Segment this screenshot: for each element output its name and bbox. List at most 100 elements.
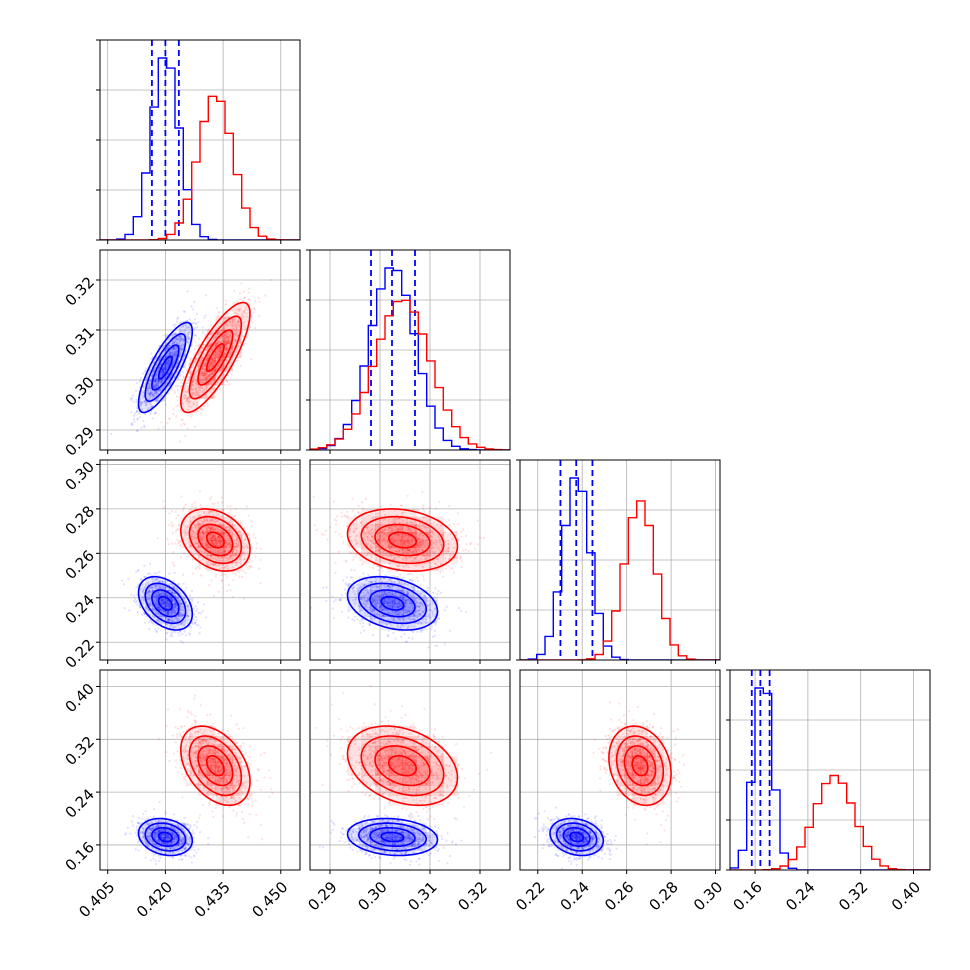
scatter-point	[166, 373, 170, 376]
scatter-point	[136, 418, 139, 421]
scatter-point	[174, 587, 177, 590]
scatter-point	[134, 389, 138, 392]
scatter-point	[192, 613, 196, 616]
scatter-point	[358, 556, 362, 559]
scatter-point	[176, 361, 179, 365]
scatter-point	[176, 388, 179, 391]
scatter-point	[179, 321, 183, 324]
scatter-point	[209, 324, 212, 327]
scatter-point	[181, 339, 184, 343]
scatter-point	[228, 340, 231, 343]
scatter-point	[438, 617, 441, 620]
scatter-point	[223, 334, 226, 337]
density-cell	[198, 371, 208, 386]
scatter-point	[387, 634, 390, 637]
scatter-point	[197, 546, 200, 549]
scatter-point	[158, 592, 161, 596]
scatter-point	[170, 510, 174, 513]
scatter-point	[411, 637, 414, 640]
scatter-point	[157, 594, 160, 597]
scatter-point	[165, 348, 168, 351]
scatter-point	[156, 612, 159, 616]
scatter-point	[136, 430, 139, 433]
scatter-point	[166, 610, 170, 613]
scatter-point	[154, 392, 157, 395]
scatter-point	[257, 297, 260, 300]
scatter-point	[168, 588, 172, 592]
scatter-point	[136, 611, 139, 614]
scatter-point	[173, 375, 176, 378]
scatter-point	[150, 389, 153, 392]
scatter-point	[254, 555, 257, 558]
scatter-point	[193, 622, 196, 625]
scatter-point	[161, 610, 164, 613]
scatter-point	[137, 568, 140, 572]
scatter-point	[411, 580, 414, 583]
scatter-point	[220, 359, 223, 362]
scatter-point	[189, 626, 192, 629]
scatter-point	[188, 364, 191, 367]
scatter-point	[195, 378, 198, 381]
scatter-point	[225, 335, 228, 338]
scatter-point	[144, 621, 147, 624]
scatter-point	[167, 613, 170, 616]
grid	[520, 460, 720, 660]
scatter-point	[377, 568, 380, 572]
scatter-point	[197, 385, 201, 389]
scatter-point	[153, 390, 156, 393]
scatter-point	[416, 579, 420, 582]
scatter-point	[175, 345, 178, 349]
scatter-point	[148, 395, 152, 399]
scatter-point	[196, 565, 199, 569]
scatter-point	[191, 393, 194, 396]
scatter-point	[207, 382, 210, 386]
scatter-point	[174, 353, 177, 356]
scatter-point	[205, 375, 208, 379]
scatter-point	[155, 356, 158, 359]
scatter-point	[154, 357, 158, 360]
density-cell	[145, 401, 153, 413]
scatter-point	[166, 623, 169, 626]
scatter-point	[151, 586, 154, 589]
scatter-point	[457, 606, 461, 610]
scatter-point	[173, 603, 176, 606]
scatter-point	[199, 380, 202, 383]
scatter-point	[172, 585, 176, 588]
scatter-point	[136, 381, 139, 385]
scatter-point	[255, 547, 258, 550]
panel-background	[310, 460, 510, 660]
scatter-point	[154, 378, 157, 381]
scatter-point	[155, 392, 158, 396]
scatter-point	[174, 605, 177, 608]
density-cells-1	[180, 302, 251, 413]
scatter-point	[172, 523, 175, 527]
density-cell	[172, 333, 180, 346]
scatter-point	[153, 395, 156, 398]
scatter-point	[224, 347, 228, 350]
scatter-point	[205, 378, 208, 381]
scatter-point	[245, 563, 248, 566]
scatter-point	[187, 608, 190, 611]
scatter-point	[159, 593, 162, 596]
scatter-point	[163, 593, 167, 596]
scatter-point	[178, 634, 181, 637]
scatter-point	[170, 624, 173, 627]
scatter-point	[191, 600, 194, 603]
contour-1.5-sigma	[144, 333, 187, 402]
scatter-point	[226, 323, 229, 326]
scatter-point	[199, 372, 202, 375]
scatter-point	[247, 514, 250, 517]
scatter-point	[139, 587, 142, 591]
scatter-point	[223, 335, 226, 338]
scatter-point	[170, 597, 173, 601]
scatter-point	[202, 367, 205, 370]
scatter-point	[175, 351, 178, 354]
scatter-point	[331, 595, 334, 598]
scatter-point	[361, 625, 364, 628]
scatter-point	[172, 610, 175, 613]
scatter-point	[109, 432, 113, 435]
scatter-point	[192, 376, 195, 379]
scatter-point	[167, 618, 170, 621]
scatter-point	[130, 593, 133, 596]
scatter-point	[150, 586, 153, 589]
